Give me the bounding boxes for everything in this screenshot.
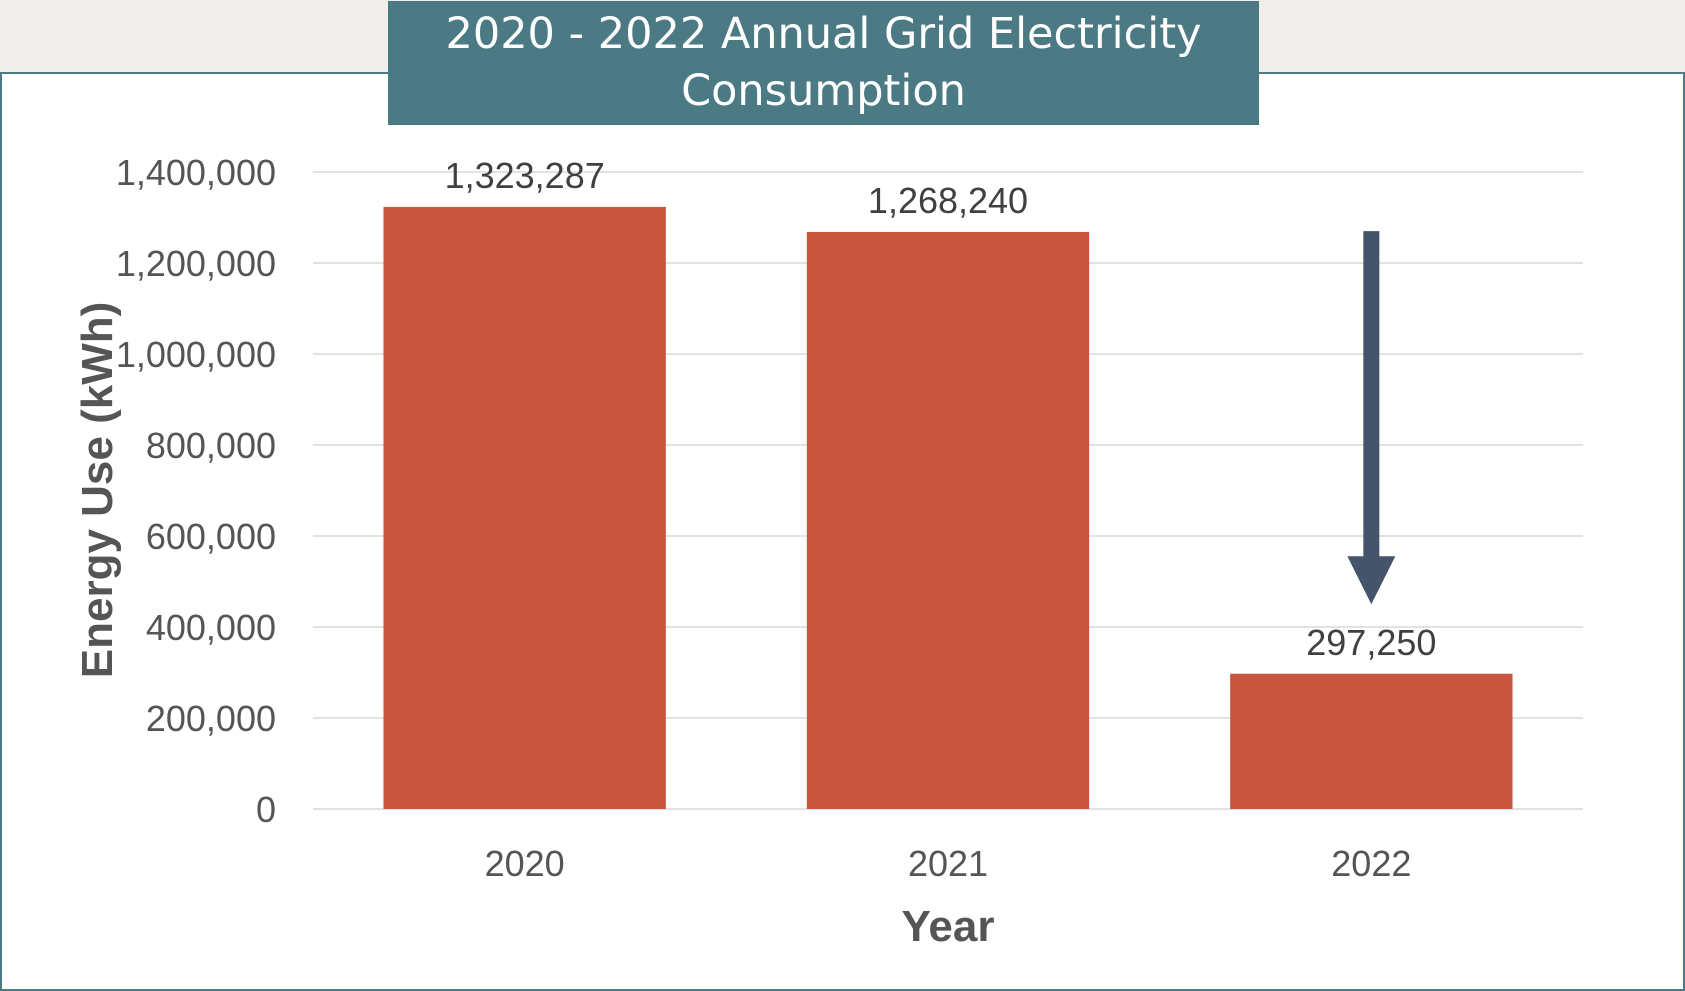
bar-2020: [383, 206, 666, 809]
y-axis-title: Energy Use (kWh): [73, 302, 122, 679]
y-tick-label: 600,000: [146, 516, 276, 557]
x-tick-label: 2022: [1331, 843, 1411, 884]
data-label: 1,268,240: [868, 180, 1028, 221]
y-tick-label: 1,000,000: [116, 334, 276, 375]
down-arrow-icon: [1347, 231, 1396, 605]
y-tick-label: 1,400,000: [116, 152, 276, 193]
y-tick-label: 800,000: [146, 425, 276, 466]
y-tick-label: 1,200,000: [116, 243, 276, 284]
x-axis-title: Year: [902, 902, 995, 951]
data-label: 297,250: [1306, 622, 1436, 663]
bar-2021: [806, 231, 1090, 809]
y-tick-label: 400,000: [146, 607, 276, 648]
y-tick-label: 0: [256, 789, 276, 830]
y-tick-label: 200,000: [146, 698, 276, 739]
data-label: 1,323,287: [445, 155, 605, 196]
chart-title-box: 2020 - 2022 Annual Grid Electricity Cons…: [388, 1, 1259, 125]
x-tick-label: 2020: [485, 843, 565, 884]
x-tick-label: 2021: [908, 843, 988, 884]
bar-2022: [1230, 673, 1513, 809]
chart-title: 2020 - 2022 Annual Grid Electricity Cons…: [445, 9, 1202, 116]
